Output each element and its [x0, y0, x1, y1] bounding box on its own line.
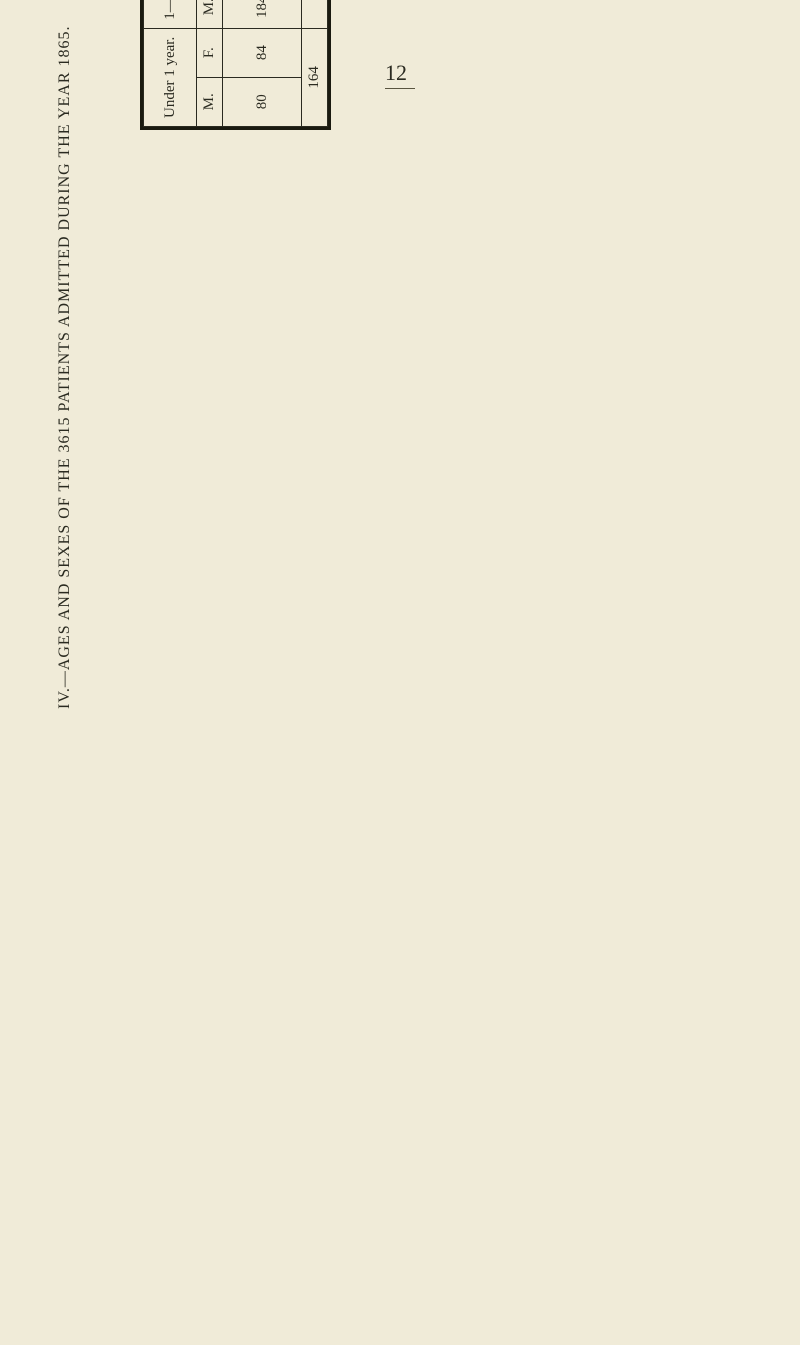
mf-row: M.F. M.F. M.F. M.F. M.F. M.F. M.F. M.F. … [197, 0, 223, 127]
m-label: M. [197, 0, 223, 28]
value-row: 8084 184207 172209 458315 429296 264185 … [223, 0, 302, 127]
cell-m: 184 [223, 0, 302, 28]
f-label: F. [197, 28, 223, 77]
col-header: 1—5 years. [144, 0, 197, 28]
header-row: Under 1 year. 1—5 years. 5—10 years. 10—… [144, 0, 197, 127]
page-number: 12 [385, 60, 415, 89]
age-sex-table: Under 1 year. 1—5 years. 5—10 years. 10—… [143, 0, 328, 127]
col-total: 164 [302, 28, 328, 126]
m-label: M. [197, 77, 223, 126]
col-total: 391 [302, 0, 328, 28]
data-table-container: Under 1 year. 1—5 years. 5—10 years. 10—… [140, 0, 331, 130]
table-caption: IV.—AGES AND SEXES OF THE 3615 PATIENTS … [56, 25, 74, 709]
cell-f: 84 [223, 28, 302, 77]
col-header: Under 1 year. [144, 28, 197, 126]
cell-m: 80 [223, 77, 302, 126]
totals-row: 164 391 381 773 725 449 307 228 122 34 5… [302, 0, 328, 127]
